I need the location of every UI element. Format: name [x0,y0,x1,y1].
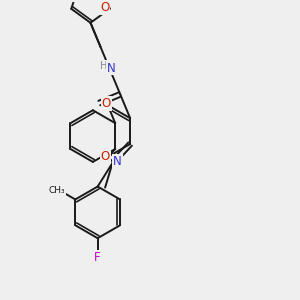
Text: F: F [94,251,101,264]
Text: N: N [107,61,116,74]
Text: O: O [100,1,110,14]
Text: O: O [102,97,111,110]
Text: H: H [100,61,108,71]
Text: CH₃: CH₃ [49,186,65,195]
Text: O: O [101,150,110,164]
Text: N: N [113,155,122,168]
